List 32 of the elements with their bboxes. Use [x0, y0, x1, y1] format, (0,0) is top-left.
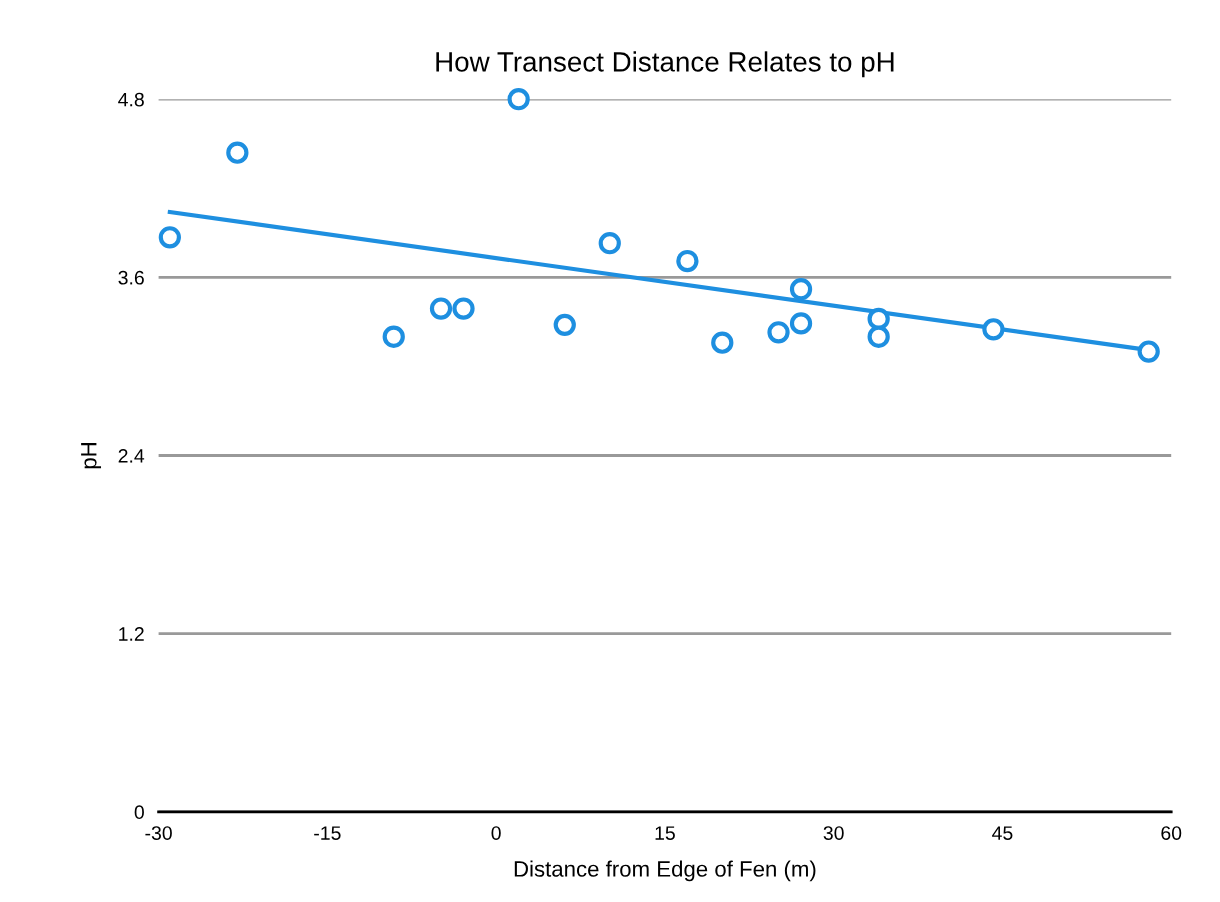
point	[553, 313, 576, 337]
point	[676, 249, 699, 273]
point	[789, 312, 813, 335]
x-tick-label: 60	[1161, 826, 1182, 840]
point	[982, 318, 1005, 341]
x-tick-label: 0	[491, 826, 501, 840]
point	[158, 226, 181, 249]
point	[507, 88, 530, 111]
point	[1137, 340, 1160, 363]
point	[382, 325, 405, 348]
x-tick-label: -30	[145, 826, 172, 840]
x-axis-title: Distance from Edge of Fen (m)	[514, 860, 816, 882]
x-tick-label: 30	[823, 826, 844, 840]
point	[452, 297, 475, 320]
point	[226, 141, 249, 164]
y-tick-label: 1.2	[119, 627, 144, 641]
point	[789, 278, 813, 301]
y-tick-label: 2.4	[118, 448, 145, 463]
x-tick-label: 45	[992, 826, 1013, 840]
point	[711, 331, 734, 354]
chart-title: How Transect Distance Relates to pH	[436, 51, 894, 78]
point	[867, 325, 890, 348]
y-tick-label: 3.6	[118, 270, 144, 285]
point	[767, 321, 790, 344]
point	[867, 307, 890, 331]
x-tick-label: 15	[655, 826, 675, 840]
point	[598, 232, 621, 255]
x-tick-label: -15	[314, 826, 341, 840]
point	[429, 297, 453, 320]
y-tick-label: 0	[134, 805, 144, 820]
y-axis-title: pH	[81, 443, 102, 469]
y-tick-label: 4.8	[118, 92, 144, 107]
